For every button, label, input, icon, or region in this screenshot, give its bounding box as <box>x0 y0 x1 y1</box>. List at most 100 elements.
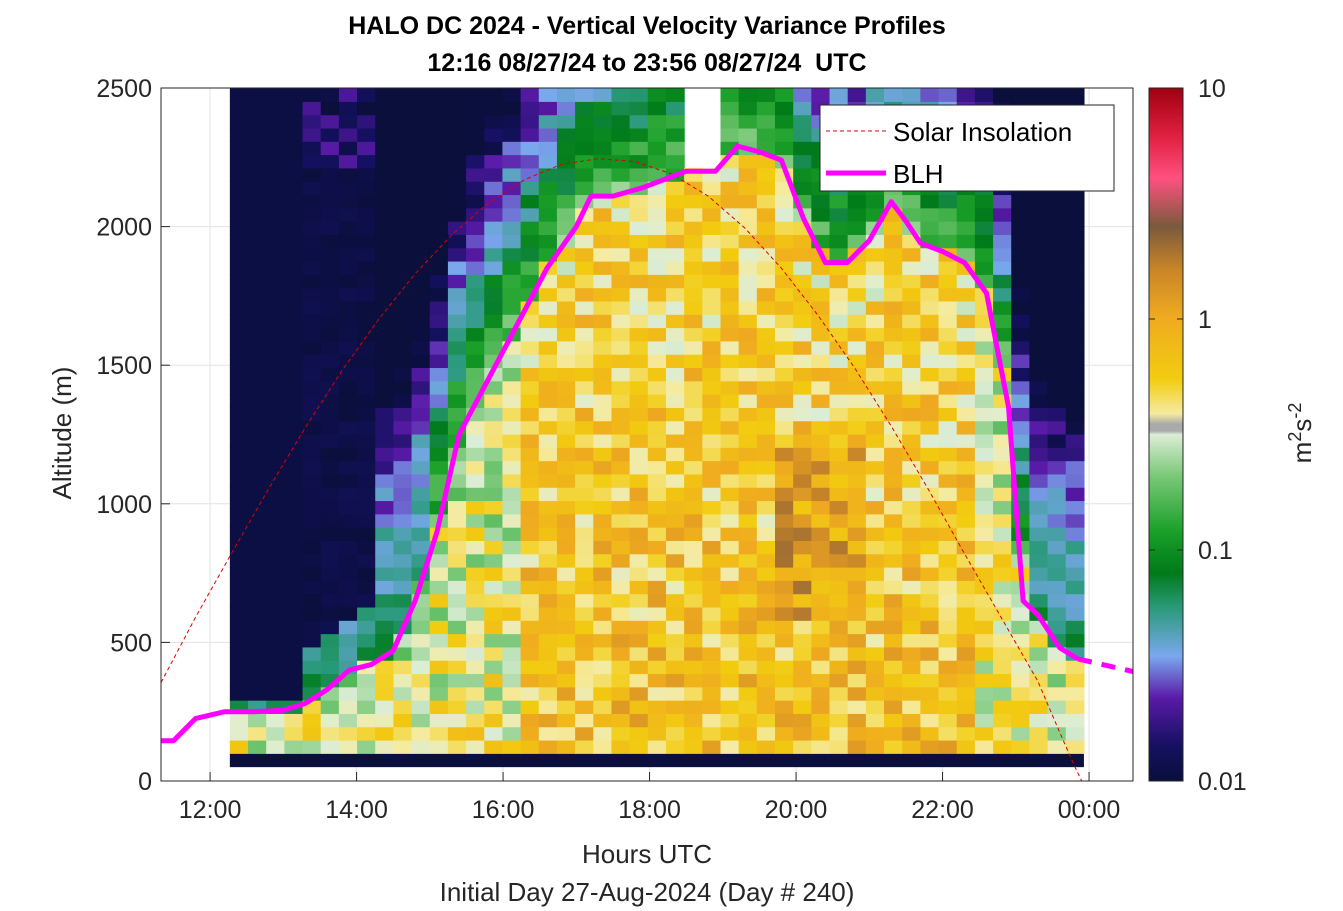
heatmap-cell <box>775 473 794 488</box>
heatmap-cell <box>865 553 885 568</box>
heatmap-cell <box>520 127 540 142</box>
heatmap-cell <box>1011 221 1031 235</box>
heatmap-cell <box>411 420 431 435</box>
heatmap-cell <box>702 194 722 209</box>
heatmap-cell <box>1029 314 1049 329</box>
heatmap-cell <box>229 194 249 209</box>
heatmap-cell <box>629 221 649 235</box>
heatmap-cell <box>229 114 249 129</box>
heatmap-cell <box>575 567 594 581</box>
heatmap-cell <box>829 580 849 595</box>
heatmap-cell <box>793 247 812 262</box>
heatmap-cell <box>447 700 467 714</box>
heatmap-cell <box>320 340 340 355</box>
heatmap-cell <box>229 181 249 196</box>
heatmap-cell <box>993 274 1012 289</box>
heatmap-cell <box>284 327 304 342</box>
heatmap-cell <box>520 88 540 102</box>
heatmap-cell <box>375 726 394 741</box>
heatmap-cell <box>684 221 703 235</box>
heatmap-cell <box>974 713 994 728</box>
heatmap-cell <box>1065 194 1085 209</box>
heatmap-cell <box>647 460 667 475</box>
heatmap-cell <box>375 553 394 568</box>
heatmap-cell <box>338 167 358 182</box>
heatmap-cell <box>720 500 740 515</box>
heatmap-cell <box>320 580 340 595</box>
heatmap-cell <box>811 194 831 209</box>
heatmap-cell <box>593 247 613 262</box>
heatmap-cell <box>847 700 867 714</box>
heatmap-cell <box>284 340 304 355</box>
heatmap-cell <box>502 420 522 435</box>
heatmap-cell <box>793 274 812 289</box>
x-tick-label: 12:00 <box>179 796 242 824</box>
heatmap-cell <box>556 287 576 302</box>
heatmap-cell <box>793 114 812 129</box>
heatmap-cell <box>1029 593 1049 608</box>
heatmap-cell <box>248 167 267 182</box>
heatmap-cell <box>375 606 394 621</box>
heatmap-cell <box>411 726 431 741</box>
heatmap-cell <box>357 167 376 182</box>
heatmap-cell <box>593 367 613 382</box>
heatmap-cell <box>720 726 740 741</box>
heatmap-cell <box>702 713 722 728</box>
y-tick-label: 0 <box>138 768 152 796</box>
heatmap-cell <box>793 620 812 635</box>
heatmap-cell <box>684 407 703 422</box>
heatmap-cell <box>538 633 558 648</box>
heatmap-cell <box>647 473 667 488</box>
heatmap-cell <box>684 327 703 342</box>
heatmap-cell <box>248 580 267 595</box>
heatmap-cell <box>484 101 504 116</box>
heatmap-cell <box>1047 713 1067 728</box>
heatmap-cell <box>575 500 594 515</box>
heatmap-cell <box>829 460 849 475</box>
heatmap-cell <box>811 354 831 369</box>
heatmap-cell <box>884 354 903 369</box>
heatmap-cell <box>865 673 885 688</box>
heatmap-cell <box>920 686 940 701</box>
heatmap-cell <box>520 207 540 222</box>
heatmap-cell <box>229 487 249 502</box>
heatmap-cell <box>665 141 685 156</box>
heatmap-cell <box>229 660 249 675</box>
heatmap-cell <box>284 686 304 701</box>
heatmap-cell <box>538 314 558 329</box>
heatmap-cell <box>974 646 994 661</box>
heatmap-cell <box>993 447 1012 462</box>
heatmap-cell <box>284 567 304 581</box>
heatmap-cell <box>484 700 504 714</box>
heatmap-cell <box>229 500 249 515</box>
heatmap-cell <box>738 114 758 129</box>
heatmap-cell <box>956 487 976 502</box>
heatmap-cell <box>502 247 522 262</box>
heatmap-cell <box>647 420 667 435</box>
heatmap-cell <box>629 260 649 275</box>
heatmap-cell <box>375 739 394 754</box>
heatmap-cell <box>865 460 885 475</box>
heatmap-cell <box>248 221 267 235</box>
heatmap-cell <box>484 553 504 568</box>
heatmap-cell <box>429 407 449 422</box>
heatmap-cell <box>520 260 540 275</box>
heatmap-cell <box>502 433 522 448</box>
heatmap-cell <box>611 154 631 169</box>
heatmap-cell <box>738 260 758 275</box>
heatmap-cell <box>775 527 794 541</box>
heatmap-cell <box>593 487 613 502</box>
heatmap-cell <box>629 167 649 182</box>
heatmap-cell <box>811 620 831 635</box>
heatmap-cell <box>320 287 340 302</box>
heatmap-cell <box>484 340 504 355</box>
heatmap-cell <box>847 260 867 275</box>
heatmap-cell <box>393 433 413 448</box>
heatmap-cell <box>284 247 304 262</box>
heatmap-cell <box>248 340 267 355</box>
heatmap-cell <box>393 739 413 754</box>
heatmap-cell <box>375 207 394 222</box>
heatmap-cell <box>429 287 449 302</box>
heatmap-cell <box>920 487 940 502</box>
heatmap-cell <box>847 739 867 754</box>
